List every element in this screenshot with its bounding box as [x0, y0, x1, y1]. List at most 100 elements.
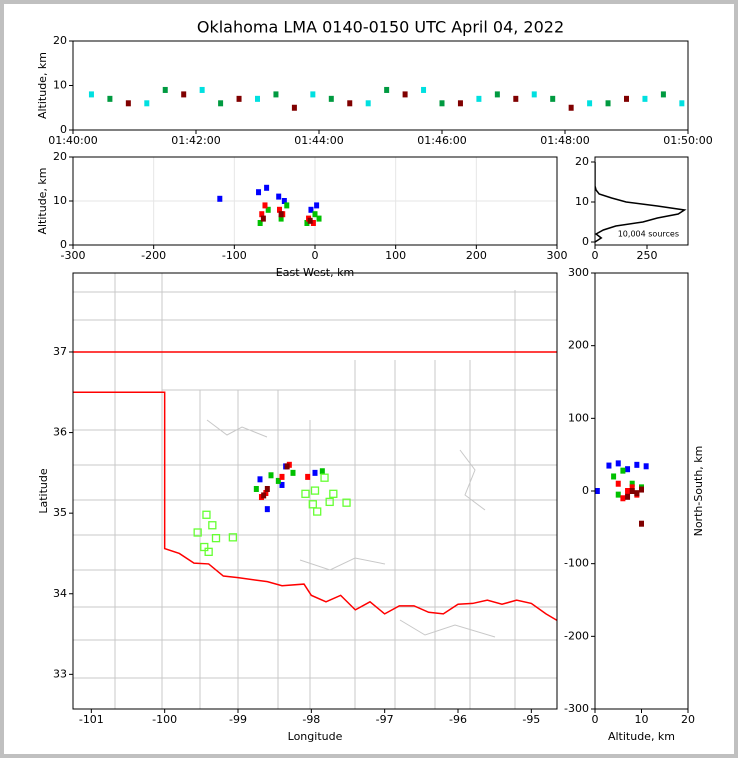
x-tick-label: -300 [61, 249, 86, 262]
y-tick-label: -300 [564, 702, 589, 715]
y-tick-label: -200 [564, 629, 589, 642]
y-axis-label: North-South, km [692, 446, 705, 537]
x-tick-label: 01:44:00 [294, 134, 343, 147]
source-point [304, 220, 310, 226]
y-tick-label: 35 [53, 506, 67, 519]
plot-frame [72, 40, 689, 131]
y-axis-label: Altitude, km [36, 167, 49, 234]
source-point [256, 189, 262, 196]
source-point [253, 485, 259, 492]
data-line [73, 351, 557, 621]
source-point [290, 469, 296, 476]
source-point [305, 473, 311, 480]
source-point [264, 485, 270, 492]
source-point [277, 206, 283, 213]
source-point [260, 215, 266, 222]
source-point [107, 95, 113, 102]
source-point [625, 493, 631, 500]
source-point [307, 217, 313, 224]
source-point [642, 95, 648, 102]
source-point [262, 202, 268, 209]
x-tick-label: -200 [141, 249, 166, 262]
y-tick-label: 200 [568, 339, 589, 352]
x-tick-label: 300 [547, 249, 568, 262]
station [342, 498, 351, 507]
source-point [257, 476, 263, 483]
station [202, 510, 211, 519]
x-tick-label: -95 [522, 713, 540, 726]
source-point [439, 100, 445, 107]
source-point [679, 100, 685, 107]
x-tick-label: 01:42:00 [171, 134, 220, 147]
source-point [275, 477, 281, 484]
source-point [513, 95, 519, 102]
source-point [284, 202, 290, 209]
x-tick-label: 250 [637, 249, 658, 262]
x-tick-label: -97 [376, 713, 394, 726]
source-point [615, 480, 621, 487]
y-tick-label: 100 [568, 411, 589, 424]
source-point [494, 91, 500, 98]
x-tick-label: 0 [592, 713, 599, 726]
y-tick-label: 36 [53, 426, 67, 439]
source-point [620, 467, 626, 474]
plot-frame [594, 272, 689, 710]
source-point [261, 492, 267, 499]
source-point [639, 486, 644, 493]
y-tick-label: 0 [60, 123, 67, 136]
source-point [625, 488, 631, 494]
source-point [276, 193, 282, 200]
source-point [278, 211, 284, 218]
source-point [264, 506, 270, 513]
x-tick-label: 01:50:00 [663, 134, 712, 147]
source-point [624, 95, 629, 102]
source-point [312, 469, 318, 476]
source-point [255, 95, 260, 102]
source-point [268, 472, 274, 479]
source-point [310, 220, 316, 226]
x-tick-label: 200 [466, 249, 487, 262]
x-tick-label: -100 [222, 249, 247, 262]
source-point [316, 215, 322, 222]
y-axis-label: Altitude, km [36, 52, 49, 119]
source-point [308, 206, 314, 213]
source-point [531, 91, 537, 98]
station [320, 473, 329, 482]
source-point [606, 462, 612, 469]
source-point [476, 95, 482, 102]
source-point [660, 91, 666, 98]
source-point [639, 520, 644, 527]
y-tick-label: 0 [582, 484, 589, 497]
source-point [402, 91, 408, 98]
source-point [347, 100, 353, 107]
x-tick-label: -101 [79, 713, 104, 726]
source-point [595, 488, 600, 494]
y-tick-label: 300 [568, 266, 589, 279]
source-point [615, 491, 621, 498]
x-tick-label: 01:46:00 [417, 134, 466, 147]
source-point [629, 488, 635, 494]
source-point [217, 195, 223, 202]
source-point [457, 100, 463, 107]
y-tick-label: 10 [53, 194, 67, 207]
source-point [328, 95, 334, 102]
source-point [310, 91, 316, 98]
source-point [620, 495, 626, 502]
x-tick-label: 01:40:00 [48, 134, 97, 147]
source-point [284, 463, 290, 470]
y-tick-label: 10 [53, 79, 67, 92]
x-tick-label: -100 [152, 713, 177, 726]
y-tick-label: 37 [53, 345, 67, 358]
x-axis-label: Longitude [288, 730, 343, 743]
x-tick-label: -96 [449, 713, 467, 726]
source-point [281, 198, 287, 204]
source-point [259, 211, 265, 218]
source-point [257, 220, 263, 226]
x-tick-label: 0 [592, 249, 599, 262]
station [193, 528, 202, 537]
y-axis-label: Latitude [37, 468, 50, 514]
source-point [162, 86, 168, 93]
source-point [181, 91, 187, 98]
source-point [625, 466, 631, 473]
